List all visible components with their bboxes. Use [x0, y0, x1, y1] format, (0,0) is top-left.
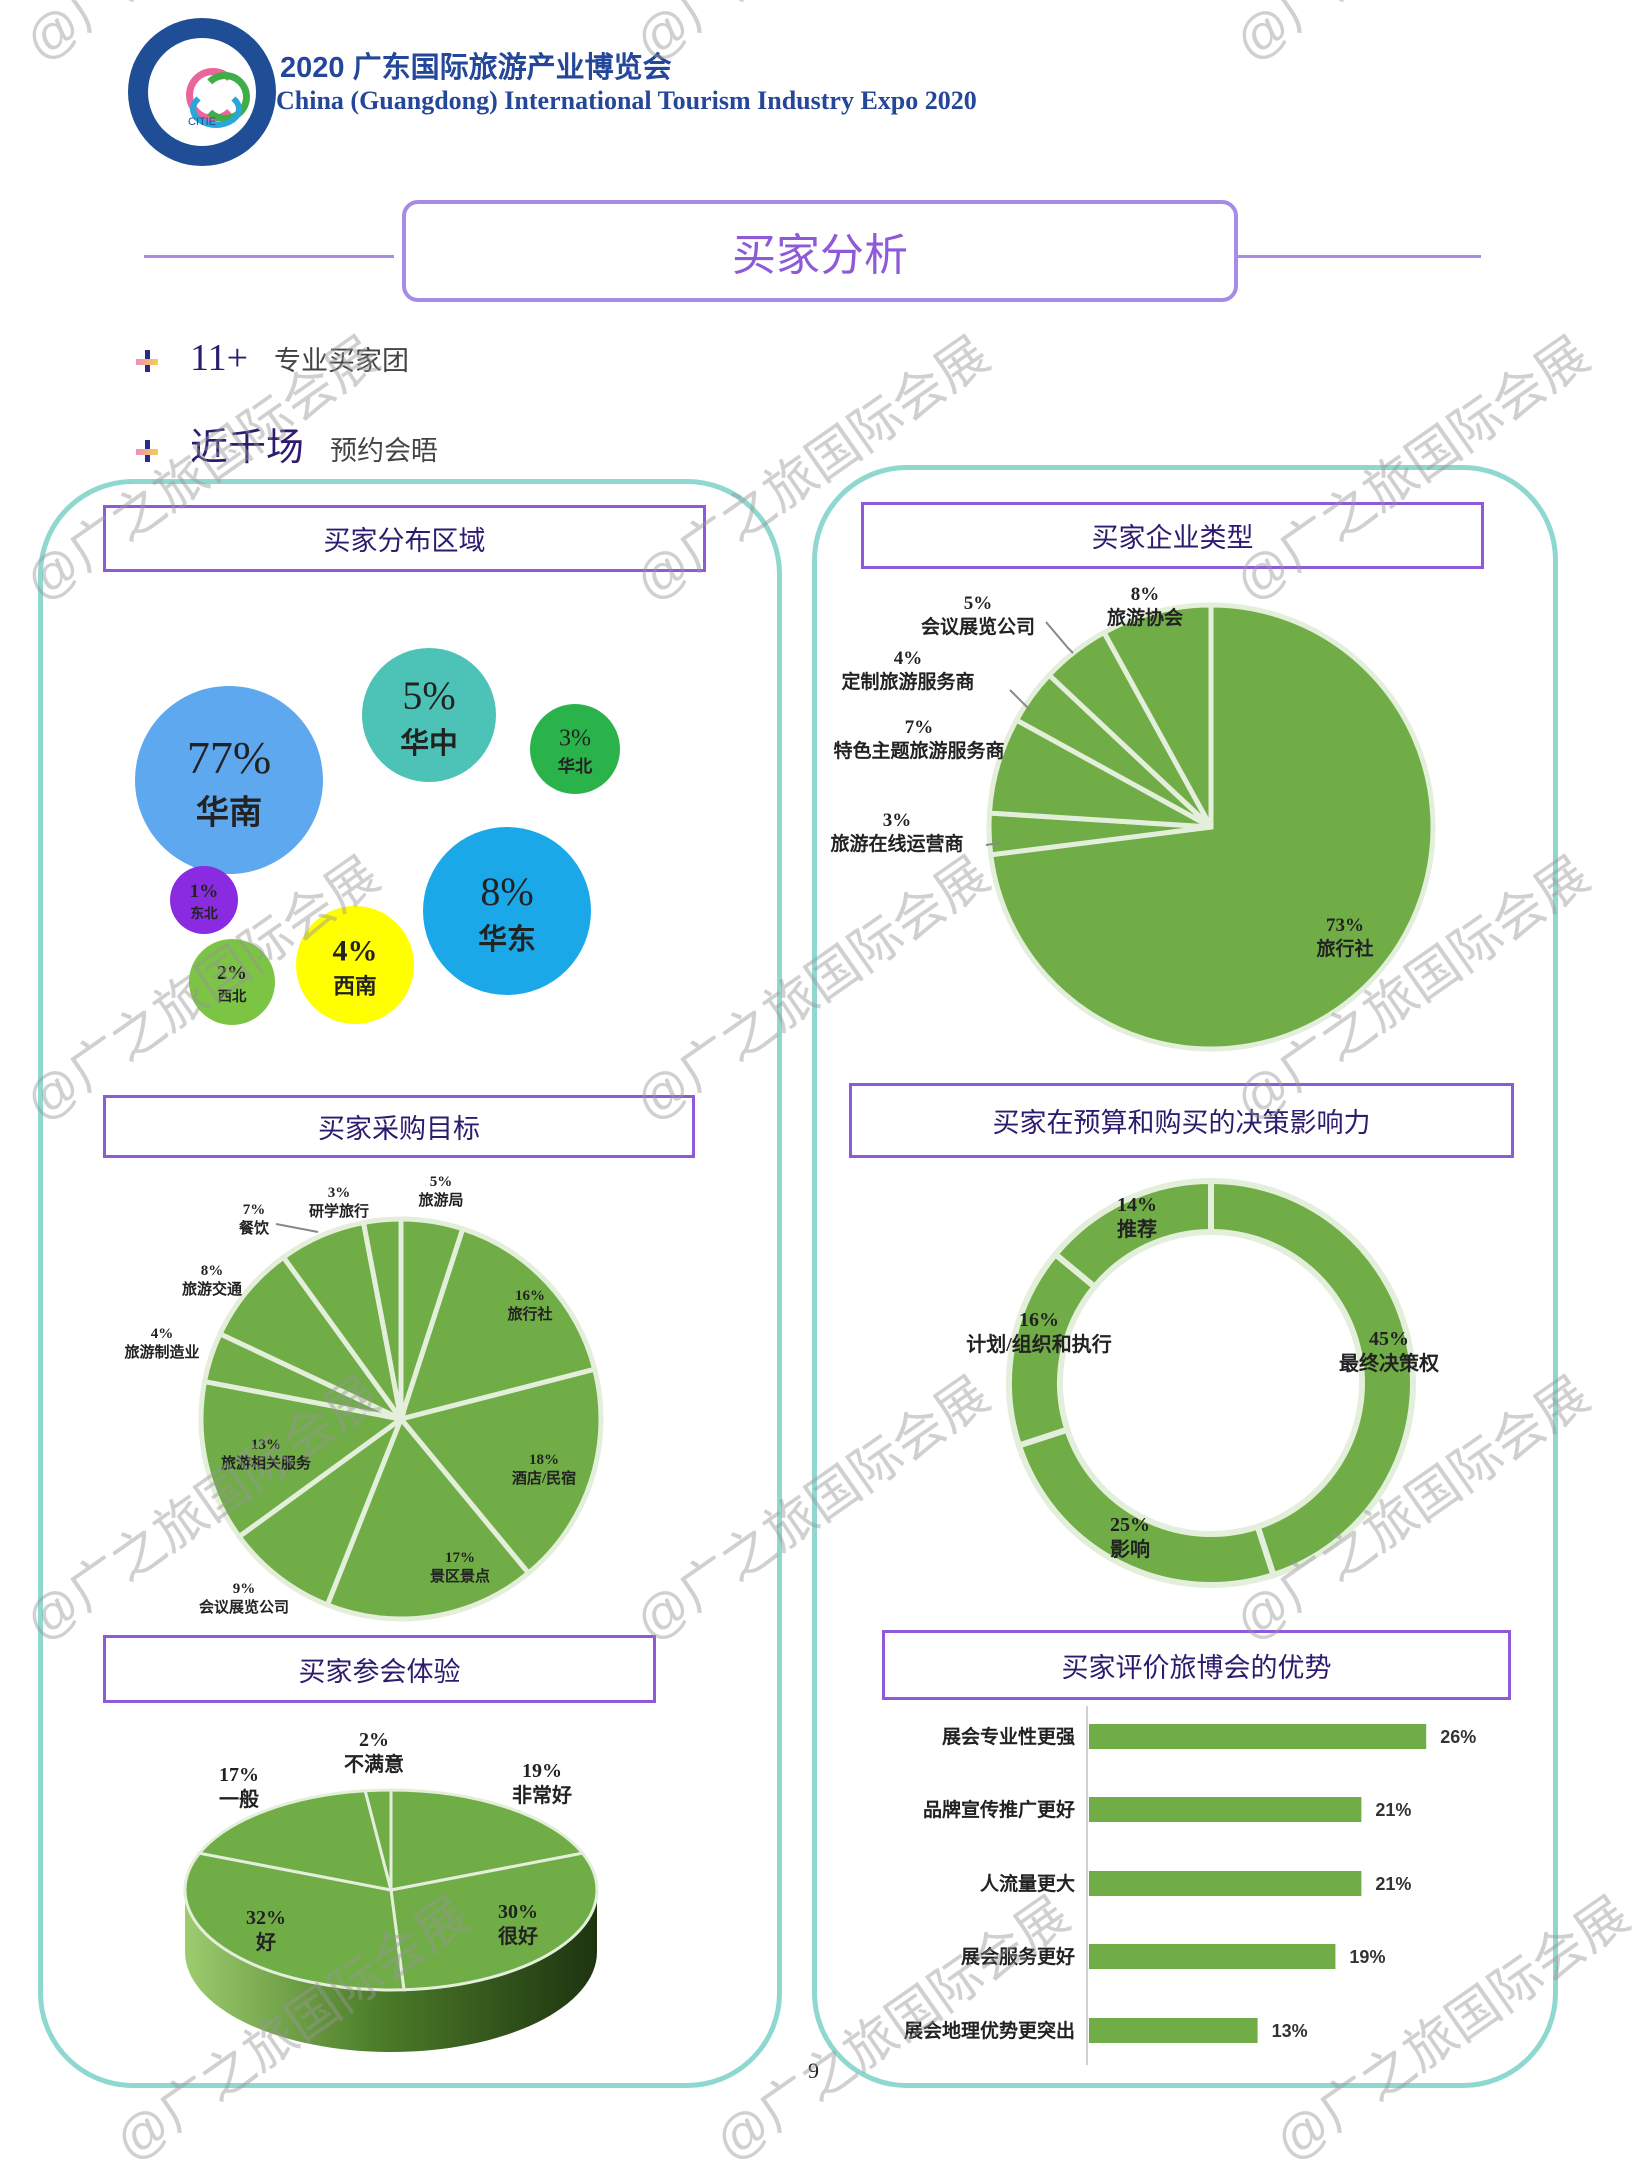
page-number: 9 — [808, 2058, 819, 2083]
left-panel — [38, 479, 782, 2088]
section-divider-right — [1238, 255, 1481, 258]
logo-text: CITIE — [187, 116, 217, 128]
right-panel — [812, 465, 1558, 2088]
section-divider-left — [144, 255, 394, 258]
highlight-label: 专业买家团 — [274, 346, 410, 376]
header-advantage: 买家评价旅博会的优势 — [882, 1630, 1511, 1700]
section-title: 买家分析 — [732, 231, 908, 280]
highlight-value: 11+ — [190, 337, 249, 379]
header-influence: 买家在预算和购买的决策影响力 — [849, 1083, 1514, 1158]
highlight-buyer-groups: 11+ 专业买家团 — [136, 336, 409, 380]
watermark-text: @广之旅国际会展 — [617, 0, 1001, 75]
header-company: 买家企业类型 — [861, 502, 1484, 569]
highlight-meetings: 近千场 预约会晤 — [136, 416, 438, 471]
header-region: 买家分布区域 — [103, 505, 706, 572]
expo-title-cn: 2020 广东国际旅游产业博览会 — [280, 52, 672, 84]
highlight-value: 近千场 — [190, 427, 305, 469]
bullet-icon — [136, 440, 158, 462]
citie-logo: CITIE — [128, 18, 276, 166]
expo-title-en: China (Guangdong) International Tourism … — [276, 86, 977, 115]
section-title-box: 买家分析 — [402, 200, 1238, 302]
bullet-icon — [136, 350, 158, 372]
header-purchase: 买家采购目标 — [103, 1095, 695, 1158]
header-experience: 买家参会体验 — [103, 1635, 656, 1703]
watermark-text: @广之旅国际会展 — [1217, 0, 1601, 75]
highlight-label: 预约会晤 — [330, 436, 439, 466]
